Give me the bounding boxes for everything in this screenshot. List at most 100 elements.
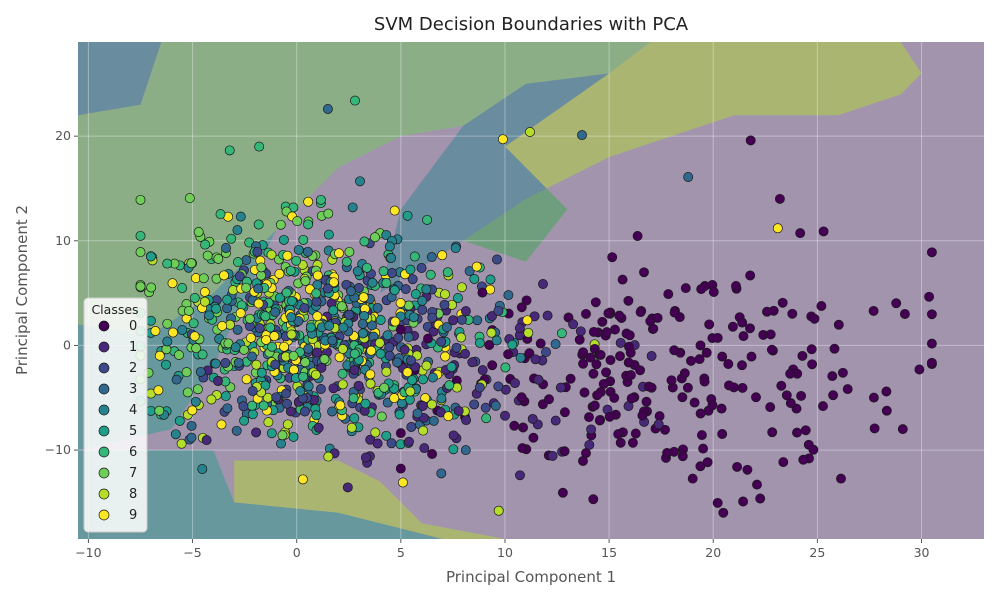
data-point-class-0	[669, 345, 680, 356]
data-point-class-9	[199, 287, 210, 297]
decision-region-class-4	[380, 73, 610, 294]
data-point-class-7	[277, 430, 288, 441]
legend-label-class-0: 0	[129, 319, 137, 334]
data-point-class-3	[241, 255, 252, 266]
data-point-class-6	[135, 230, 146, 241]
data-point-class-1	[419, 443, 430, 454]
data-point-class-8	[228, 285, 239, 296]
data-point-class-6	[226, 233, 237, 244]
data-point-class-0	[680, 283, 691, 294]
data-point-class-0	[796, 390, 807, 401]
x-axis-ticks: −10 −5 0 5 10 15 20 25 30	[75, 539, 930, 560]
data-point-class-3	[503, 290, 514, 301]
data-point-class-0	[563, 312, 574, 323]
data-point-class-6	[200, 239, 211, 250]
data-point-class-5	[375, 315, 386, 325]
data-point-class-8	[525, 127, 535, 137]
data-point-class-5	[446, 362, 457, 372]
data-point-class-0	[833, 319, 844, 330]
data-point-class-6	[303, 219, 314, 230]
data-point-class-1	[360, 452, 371, 463]
data-point-class-7	[154, 405, 165, 416]
data-point-class-2	[469, 399, 480, 410]
data-point-class-0	[641, 396, 652, 407]
data-point-class-4	[197, 464, 208, 474]
data-point-class-0	[828, 390, 839, 401]
data-point-class-0	[897, 424, 908, 435]
data-point-class-3	[428, 415, 439, 426]
data-point-class-5	[375, 348, 386, 359]
legend-label-class-7: 7	[129, 466, 137, 481]
data-point-class-7	[241, 282, 251, 293]
data-point-class-0	[737, 360, 747, 371]
data-point-class-7	[344, 246, 355, 257]
data-point-class-3	[253, 283, 264, 294]
data-point-class-7	[256, 262, 267, 273]
data-point-class-1	[568, 319, 579, 330]
data-point-class-8	[456, 332, 467, 343]
data-point-class-0	[625, 347, 636, 358]
data-point-class-0	[630, 428, 641, 439]
data-point-class-0	[899, 309, 910, 319]
data-point-class-0	[639, 267, 649, 278]
data-point-class-2	[238, 401, 249, 412]
data-point-class-8	[486, 327, 497, 338]
data-point-class-8	[337, 344, 348, 354]
data-point-class-0	[798, 454, 809, 465]
data-point-class-8	[266, 249, 277, 260]
x-tick-label: 15	[601, 545, 617, 560]
data-point-class-0	[727, 321, 738, 332]
data-point-class-4	[352, 266, 363, 277]
data-point-class-0	[818, 226, 829, 237]
data-point-class-4	[427, 372, 438, 383]
data-point-class-3	[171, 374, 182, 385]
data-point-class-6	[188, 318, 199, 329]
data-point-class-6	[556, 328, 567, 339]
data-point-class-5	[418, 374, 428, 385]
data-point-class-0	[591, 359, 602, 370]
data-point-class-0	[724, 380, 734, 391]
data-point-class-4	[295, 386, 306, 397]
data-point-class-7	[174, 350, 184, 360]
data-point-class-5	[286, 296, 297, 306]
data-point-class-0	[632, 231, 643, 241]
legend-box	[83, 297, 148, 533]
data-point-class-6	[378, 266, 389, 277]
data-point-class-3	[357, 318, 368, 329]
data-point-class-0	[578, 456, 588, 466]
data-point-class-7	[300, 357, 311, 368]
data-point-class-0	[827, 371, 838, 382]
data-point-class-3	[412, 408, 423, 419]
data-point-class-3	[322, 104, 333, 114]
data-point-class-2	[493, 381, 504, 392]
data-point-class-0	[701, 347, 712, 358]
data-point-class-4	[177, 325, 188, 335]
data-point-class-8	[323, 451, 334, 462]
data-point-class-6	[233, 257, 243, 268]
data-point-class-9	[167, 278, 178, 289]
data-point-class-0	[891, 298, 902, 309]
data-point-class-0	[797, 350, 808, 361]
data-point-class-1	[328, 383, 339, 394]
data-point-class-6	[315, 194, 326, 205]
data-point-class-9	[366, 345, 377, 356]
data-point-class-8	[440, 289, 450, 300]
data-point-class-0	[528, 432, 539, 443]
data-point-class-0	[589, 400, 600, 411]
data-point-class-6	[162, 258, 173, 269]
data-point-class-7	[181, 367, 192, 378]
data-point-class-9	[365, 369, 376, 380]
data-point-class-0	[559, 407, 570, 418]
data-point-class-2	[417, 304, 428, 315]
data-point-class-0	[800, 425, 811, 436]
data-point-class-0	[695, 340, 706, 351]
data-point-class-2	[322, 283, 333, 294]
data-point-class-3	[303, 343, 314, 354]
legend-marker-class-3	[98, 383, 110, 395]
data-point-class-0	[518, 422, 529, 433]
data-point-class-6	[253, 219, 264, 230]
legend-marker-class-0	[98, 320, 110, 332]
data-point-class-0	[660, 424, 670, 435]
data-point-class-0	[716, 403, 727, 414]
data-point-class-9	[312, 311, 323, 322]
